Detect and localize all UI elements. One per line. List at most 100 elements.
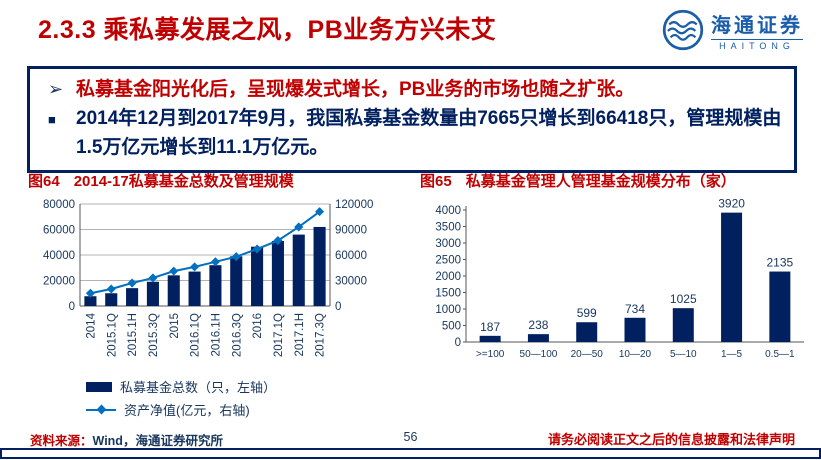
square-bullet-icon: ■ (48, 112, 56, 127)
x-axis-label: 2015.3Q (148, 313, 160, 357)
right-axis-tick: 90000 (335, 225, 367, 237)
combo-chart-fund-count-aum: 0 0 20000 30000 40000 60000 60000 90000 80000 120… (43, 199, 373, 357)
x-axis-label: 5—10 (670, 349, 697, 360)
highlight-item-2: ■ 2014年12月到2017年9月，我国私募基金数量由7665只增长到6641… (46, 104, 782, 162)
highlight-text-2: 2014年12月到2017年9月，我国私募基金数量由7665只增长到66418只… (76, 108, 782, 158)
bar (672, 308, 694, 342)
bar-series-swatch-icon (86, 381, 112, 392)
right-axis-tick: 30000 (335, 276, 367, 288)
data-source-label: 资料来源： (30, 434, 93, 448)
bar-chart-manager-scale-distribution: 0 500 1000 1500 2000 2500 3000 3500 4000 187 >=100… (435, 197, 804, 360)
left-axis-tick: 60000 (43, 225, 75, 237)
figure65-label: 图65 (420, 173, 452, 190)
figure64-title: 图64 2014-17私募基金总数及管理规模 (28, 170, 384, 191)
line-marker (148, 273, 158, 283)
data-source-text: Wind，海通证券研究所 (92, 434, 223, 448)
y-axis-tick: 1500 (435, 288, 461, 300)
x-axis-label: 2017.1Q (273, 313, 285, 357)
haitong-logo: 海通证券 HAITONG (661, 8, 803, 52)
right-axis-tick: 0 (335, 301, 341, 313)
bar (188, 271, 201, 306)
line-marker (106, 284, 116, 294)
bar (527, 334, 549, 342)
x-axis-label: 50—100 (520, 349, 558, 360)
bar-value-label: 2135 (767, 256, 794, 270)
logo-name-en: HAITONG (719, 41, 795, 51)
figure64-label: 图64 (28, 173, 60, 190)
left-axis-tick: 0 (69, 301, 75, 313)
x-axis-label: 2016 (252, 313, 264, 339)
line-marker (127, 278, 137, 288)
bar (84, 296, 97, 306)
haitong-emblem-icon (662, 9, 704, 51)
bar-value-label: 3920 (718, 197, 745, 211)
bar (230, 256, 243, 306)
bar (624, 317, 646, 342)
legend-item-line-series: 资产净值(亿元，右轴) (86, 400, 384, 419)
figure65-title: 图65 私募基金管理人管理基金规模分布（家） (420, 170, 816, 191)
chart64-legend: 私募基金总数（只，左轴） 资产净值(亿元，右轴) (86, 377, 384, 419)
bar (146, 281, 159, 306)
page-number: 56 (403, 430, 418, 444)
bar-value-label: 187 (480, 320, 500, 334)
y-axis-tick: 0 (455, 337, 461, 349)
right-axis-tick: 60000 (335, 250, 367, 262)
x-axis-label: 2014 (85, 312, 97, 338)
line-series-swatch-icon (86, 408, 116, 411)
bar (126, 288, 139, 306)
bar (479, 335, 501, 342)
bar (769, 271, 791, 342)
x-axis-label: >=100 (476, 349, 505, 360)
x-axis-label: 0.5—1 (765, 349, 795, 360)
legend-label-bar-series: 私募基金总数（只，左轴） (120, 380, 277, 395)
figure-65: 图65 私募基金管理人管理基金规模分布（家） 0 500 1000 1500 2000 25… (420, 170, 816, 385)
x-axis-label: 2016.1H (210, 313, 222, 356)
y-axis-tick: 3500 (435, 222, 461, 234)
x-axis-label: 2015.1Q (106, 313, 118, 357)
left-axis-tick: 40000 (43, 250, 75, 262)
x-axis-label: 2017.1H (294, 313, 306, 356)
arrow-bullet-icon: ➢ (48, 79, 64, 99)
bar (209, 265, 222, 306)
line-marker (169, 266, 179, 276)
x-axis-label: 2016.1Q (190, 313, 202, 357)
x-axis-label: 2015.1H (127, 313, 139, 356)
bar-value-label: 599 (577, 306, 597, 320)
highlight-item-1: ➢ 私募基金阳光化后，呈现爆发式增长，PB业务的市场也随之扩张。 (46, 75, 782, 104)
data-source: 资料来源：Wind，海通证券研究所 (30, 430, 223, 449)
legend-label-line-series: 资产净值(亿元，右轴) (124, 403, 250, 418)
legend-item-bar-series: 私募基金总数（只，左轴） (86, 377, 384, 396)
y-axis-tick: 1000 (435, 304, 461, 316)
y-axis-tick: 2000 (435, 271, 461, 283)
line-marker (210, 257, 220, 267)
bar (251, 246, 264, 306)
x-axis-label: 2016.3Q (231, 313, 243, 357)
logo-name-cn: 海通证券 (711, 9, 803, 40)
line-marker (231, 252, 241, 262)
figure65-title-text: 私募基金管理人管理基金规模分布（家） (465, 173, 736, 190)
x-axis-label: 10—20 (619, 349, 652, 360)
bar (167, 275, 180, 306)
bar-value-label: 1025 (670, 292, 697, 306)
y-axis-tick: 2500 (435, 255, 461, 267)
y-axis-tick: 500 (442, 321, 461, 333)
bar (271, 240, 284, 306)
bar (721, 212, 743, 342)
bar (576, 322, 598, 342)
y-axis-tick: 4000 (435, 205, 461, 217)
x-axis-label: 20—50 (571, 349, 604, 360)
highlight-text-1: 私募基金阳光化后，呈现爆发式增长，PB业务的市场也随之扩张。 (76, 79, 635, 100)
y-axis-tick: 3000 (435, 238, 461, 250)
figure64-title-text: 2014-17私募基金总数及管理规模 (73, 173, 294, 190)
bar (292, 234, 305, 306)
line-series (90, 210, 321, 295)
line-marker (190, 262, 200, 272)
bar-value-label: 238 (528, 318, 548, 332)
bottom-border (0, 448, 821, 459)
disclaimer: 请务必阅读正文之后的信息披露和法律声明 (547, 432, 795, 447)
left-axis-tick: 80000 (43, 199, 75, 211)
line-marker (252, 244, 262, 254)
bar-value-label: 734 (625, 302, 645, 316)
left-axis-tick: 20000 (43, 276, 75, 288)
